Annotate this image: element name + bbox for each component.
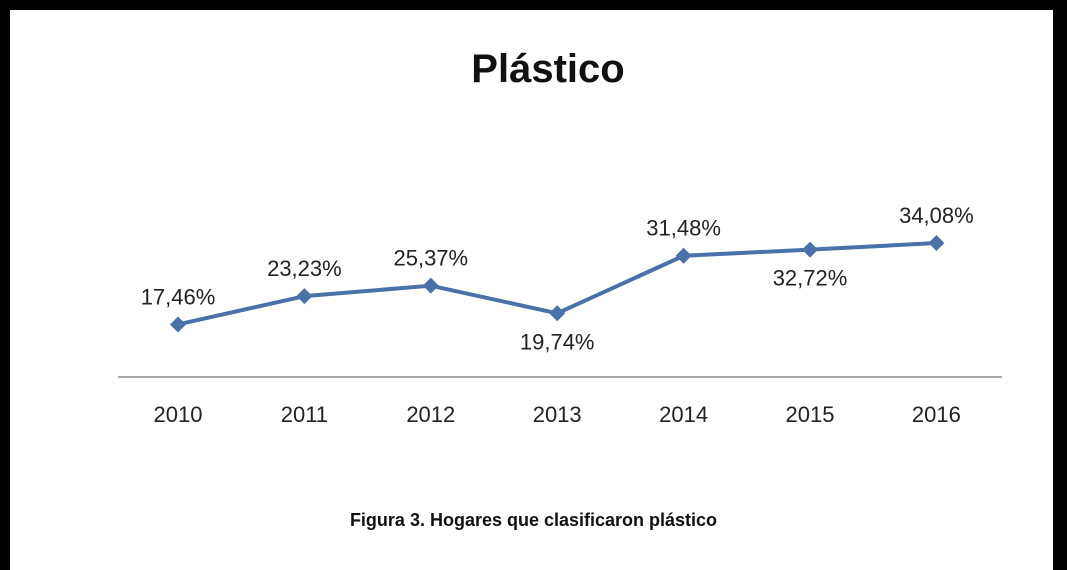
x-tick-labels: 2010 2011 2012 2013 2014 2015 2016 [154, 402, 961, 427]
data-label: 31,48% [646, 216, 721, 241]
data-point-marker [802, 241, 818, 258]
x-tick-label: 2013 [533, 402, 582, 427]
data-point-marker [170, 316, 186, 333]
figure-caption: Figura 3. Hogares que clasificaron plást… [349, 510, 718, 530]
x-tick-label: 2010 [154, 402, 203, 427]
x-tick-label: 2014 [659, 402, 708, 427]
data-label: 32,72% [773, 266, 848, 291]
data-point-marker [422, 277, 439, 294]
data-label: 17,46% [141, 284, 216, 309]
x-tick-label: 2015 [786, 402, 835, 427]
data-label: 25,37% [393, 246, 468, 271]
x-tick-label: 2011 [281, 402, 328, 427]
data-point-marker [675, 247, 692, 264]
data-point-marker [296, 288, 313, 305]
data-label: 23,23% [267, 256, 342, 281]
chart-title: Plástico [471, 47, 624, 91]
x-tick-label: 2012 [406, 402, 455, 427]
data-point-marker [549, 305, 566, 322]
series-markers [170, 235, 945, 333]
data-point-marker [928, 235, 945, 252]
x-tick-label: 2016 [912, 402, 961, 427]
data-labels: 17,46% 23,23% 25,37% 19,74% 31,48% 32,72% 34,0… [141, 203, 974, 354]
data-label: 34,08% [899, 203, 974, 228]
data-label: 19,74% [520, 329, 595, 354]
